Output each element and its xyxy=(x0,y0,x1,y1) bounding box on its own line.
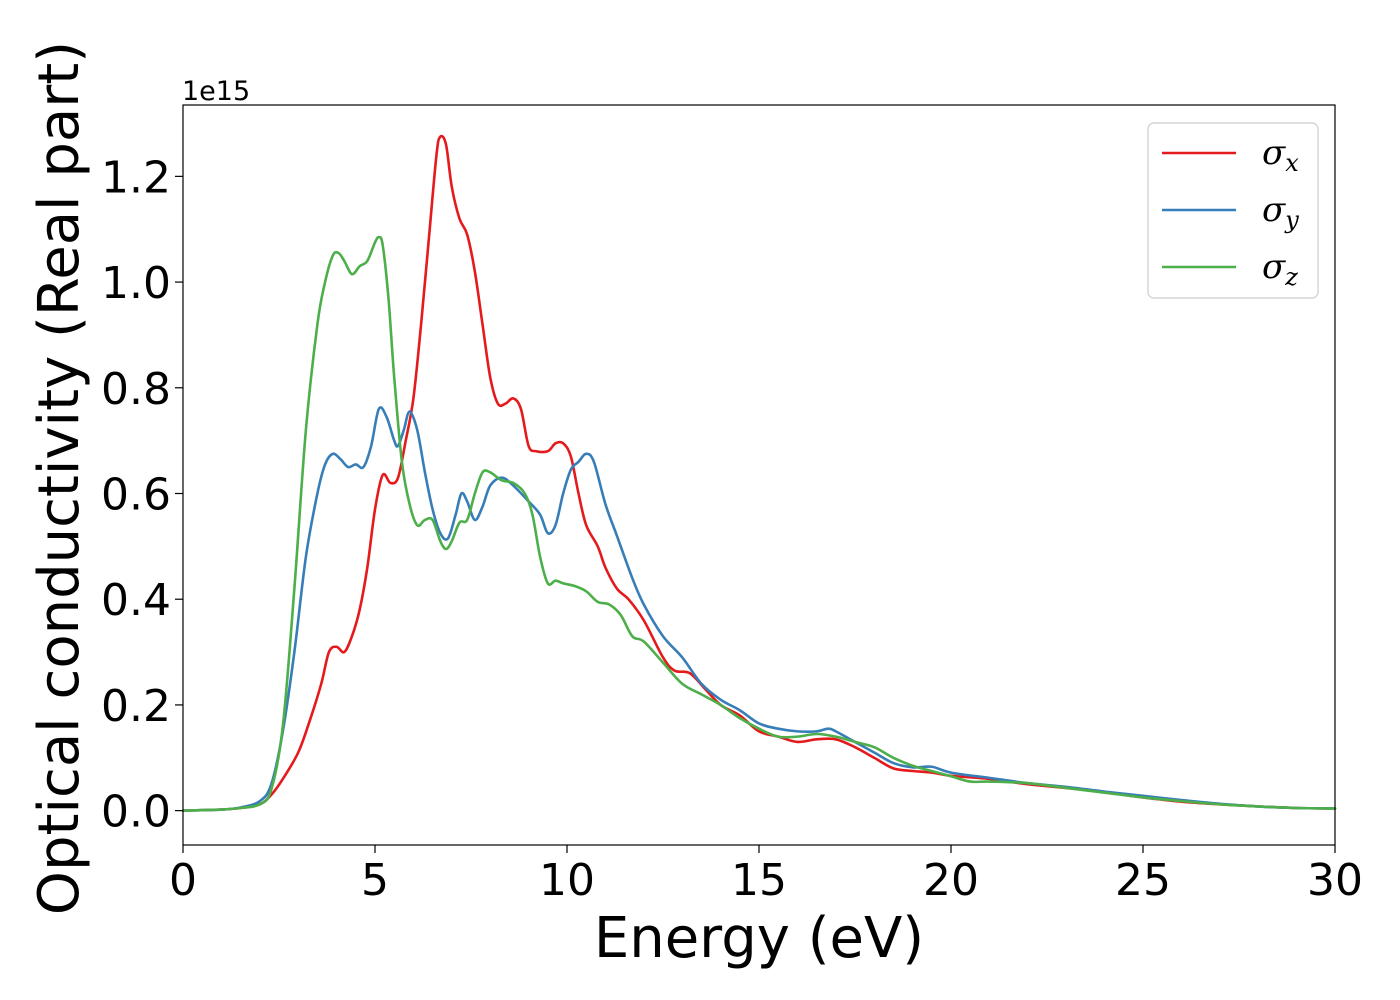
legend-label-z: σz xyxy=(1262,247,1298,291)
series-layer xyxy=(181,134,1337,812)
y-tick-label: 0.4 xyxy=(101,575,171,626)
y-axis: 0.0 0.2 0.4 0.6 0.8 1.0 1.2 xyxy=(101,152,183,838)
y-tick-label: 0.2 xyxy=(101,681,171,732)
legend-label-x: σx xyxy=(1262,133,1299,177)
y-tick-label: 1.0 xyxy=(101,258,171,309)
x-tick-label: 10 xyxy=(539,855,595,906)
series-line-x xyxy=(181,134,1337,812)
y-offset-label: 1e15 xyxy=(182,76,250,107)
x-tick-label: 30 xyxy=(1307,855,1363,906)
x-tick-label: 0 xyxy=(169,855,197,906)
x-tick-label: 25 xyxy=(1115,855,1171,906)
x-tick-label: 15 xyxy=(731,855,787,906)
x-axis-title: Energy (eV) xyxy=(594,906,924,971)
y-tick-label: 0.0 xyxy=(101,787,171,838)
y-tick-label: 0.6 xyxy=(101,470,171,521)
y-axis-title: Optical conductivity (Real part) xyxy=(27,41,92,915)
legend-label-y: σy xyxy=(1262,190,1299,234)
series-line-y xyxy=(181,406,1337,812)
y-tick-label: 1.2 xyxy=(101,152,171,203)
legend: σx σy σz xyxy=(1147,122,1319,299)
y-tick-label: 0.8 xyxy=(101,364,171,415)
x-tick-label: 5 xyxy=(361,855,389,906)
x-axis: 0 5 10 15 20 25 30 xyxy=(169,845,1363,906)
x-tick-label: 20 xyxy=(923,855,979,906)
series-line-z xyxy=(181,235,1337,812)
